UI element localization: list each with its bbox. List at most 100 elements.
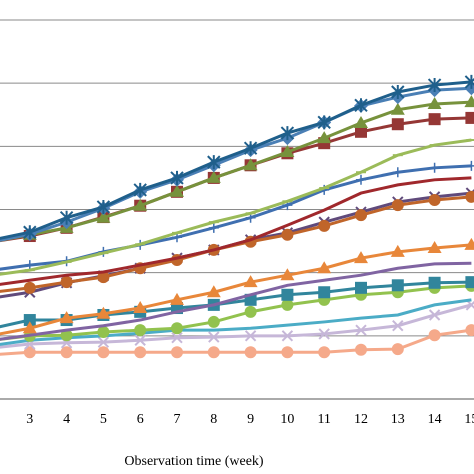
marker <box>317 261 332 274</box>
series-line <box>0 86 472 242</box>
marker <box>427 241 442 254</box>
marker <box>170 184 184 197</box>
marker <box>428 276 441 289</box>
marker <box>428 309 441 321</box>
x-tick-label: 9 <box>247 412 254 427</box>
x-tick-label: 6 <box>137 412 144 427</box>
marker <box>97 271 110 284</box>
series-line <box>0 280 472 329</box>
marker <box>206 170 221 183</box>
marker <box>97 326 110 339</box>
marker <box>281 228 294 241</box>
marker <box>96 199 111 214</box>
marker <box>170 292 184 305</box>
marker <box>133 198 148 211</box>
x-axis-label: Observation time (week) <box>124 454 264 469</box>
marker <box>317 131 332 144</box>
marker <box>466 160 474 171</box>
marker <box>355 209 367 222</box>
marker <box>465 324 474 337</box>
marker <box>464 74 474 89</box>
marker <box>170 170 184 185</box>
marker <box>318 328 330 340</box>
marker <box>354 251 368 264</box>
marker <box>318 286 331 299</box>
x-tick-label: 15 <box>464 412 474 427</box>
marker <box>207 346 220 359</box>
marker <box>428 194 441 207</box>
marker <box>208 222 219 233</box>
marker <box>280 268 295 281</box>
marker <box>390 244 405 257</box>
marker <box>391 118 404 131</box>
marker <box>391 279 404 292</box>
marker <box>207 315 220 328</box>
marker <box>464 237 474 250</box>
series-line <box>0 80 472 240</box>
marker <box>391 85 405 100</box>
x-tick-label: 11 <box>317 412 330 427</box>
series-line <box>0 176 472 286</box>
marker <box>281 288 294 301</box>
marker <box>390 102 405 115</box>
marker <box>281 330 294 342</box>
x-tick-label: 13 <box>391 412 405 427</box>
marker <box>428 329 441 342</box>
marker <box>171 322 183 335</box>
x-tick-label: 4 <box>63 412 70 427</box>
marker <box>354 115 368 128</box>
marker <box>24 260 35 271</box>
marker <box>244 330 257 342</box>
marker <box>207 155 221 170</box>
series-line <box>0 243 472 336</box>
series-line <box>0 328 472 356</box>
series-line <box>0 138 472 276</box>
marker <box>23 281 36 294</box>
marker <box>60 276 73 289</box>
marker <box>281 298 294 311</box>
marker <box>23 314 36 327</box>
marker <box>244 305 257 318</box>
marker <box>280 145 295 158</box>
marker <box>59 210 74 225</box>
marker <box>356 174 366 185</box>
marker <box>60 329 73 342</box>
marker <box>464 95 474 108</box>
series-line <box>0 284 472 341</box>
marker <box>208 331 220 343</box>
marker <box>59 311 74 324</box>
marker <box>134 324 147 337</box>
x-tick-label: 5 <box>100 412 107 427</box>
marker <box>171 346 183 359</box>
series-line <box>0 298 472 346</box>
series-line <box>0 100 472 242</box>
marker <box>243 141 258 156</box>
marker <box>355 343 367 356</box>
marker <box>96 210 111 223</box>
marker <box>318 346 331 359</box>
marker <box>428 113 441 126</box>
marker <box>23 346 36 359</box>
marker <box>465 276 474 289</box>
marker <box>355 125 367 138</box>
marker <box>392 167 403 178</box>
marker <box>427 78 442 93</box>
x-tick-label: 3 <box>26 412 33 427</box>
marker <box>465 190 474 203</box>
marker <box>354 98 368 113</box>
marker <box>133 301 148 314</box>
marker <box>134 346 147 359</box>
marker <box>22 321 37 334</box>
series-line <box>0 303 472 349</box>
x-tick-label: 8 <box>210 412 217 427</box>
x-tick-label: 10 <box>280 412 294 427</box>
marker <box>244 346 257 359</box>
marker <box>97 336 110 348</box>
marker <box>243 275 258 288</box>
marker <box>206 285 221 298</box>
marker <box>243 158 258 171</box>
marker <box>465 111 474 124</box>
marker <box>171 332 183 344</box>
x-tick-label: 7 <box>174 412 181 427</box>
